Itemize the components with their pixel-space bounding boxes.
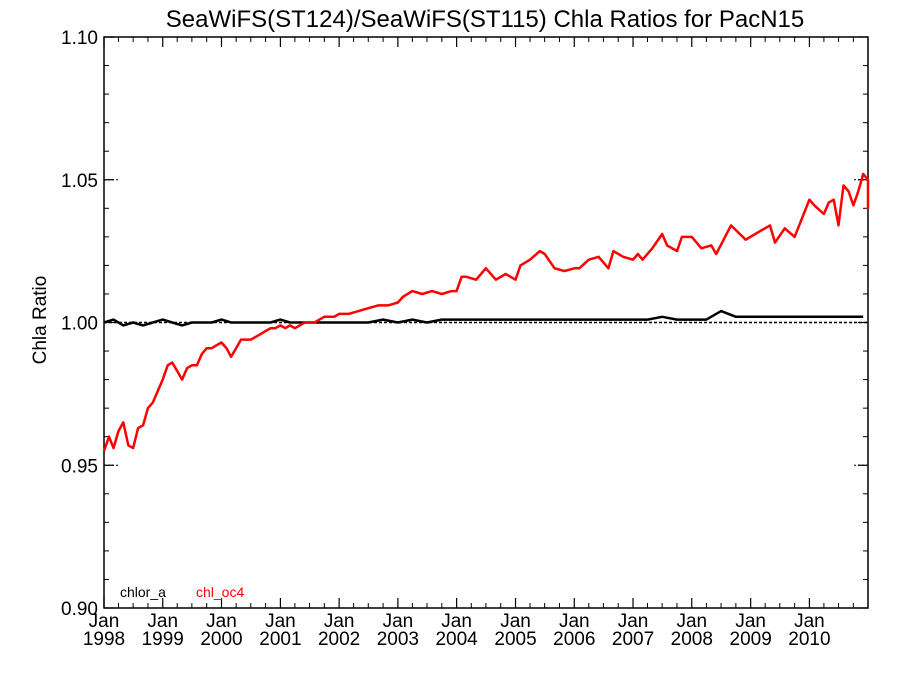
chart-title: SeaWiFS(ST124)/SeaWiFS(ST115) Chla Ratio… [166, 6, 804, 33]
x-tick-year: 2001 [259, 629, 301, 650]
x-tick-month: Jan [147, 611, 178, 632]
x-tick-month: Jan [206, 611, 237, 632]
x-tick-year: 2008 [671, 629, 713, 650]
x-tick-month: Jan [794, 611, 825, 632]
x-tick-month: Jan [559, 611, 590, 632]
y-axis: 0.90 0.95 1.00 1.05 1.10 [61, 28, 868, 620]
x-tick-year: 2000 [200, 629, 242, 650]
x-tick-year: 2004 [435, 629, 478, 650]
x-tick-year: 2006 [553, 629, 595, 650]
x-tick-month: Jan [676, 611, 707, 632]
y-axis-title: Chla Ratio [30, 276, 51, 365]
series-line-chlor-a [103, 309, 864, 327]
y-tick-label: 0.95 [61, 456, 98, 477]
x-tick-month: Jan [441, 611, 472, 632]
x-tick-month: Jan [618, 611, 649, 632]
x-tick-year: 2009 [730, 629, 772, 650]
x-tick-month: Jan [735, 611, 766, 632]
legend-entry-chlor-a: chlor_a [120, 584, 166, 600]
x-tick-year: 2003 [377, 629, 419, 650]
y-tick-label: 0.90 [61, 599, 98, 620]
legend-entry-chl-oc4: chl_oc4 [196, 584, 244, 600]
y-tick-label: 1.10 [61, 28, 98, 49]
x-tick-year: 2010 [788, 629, 830, 650]
x-tick-month: Jan [383, 611, 414, 632]
x-tick-month: Jan [500, 611, 531, 632]
x-tick-year: 1999 [142, 629, 184, 650]
series-line-chl-oc4 [102, 172, 870, 452]
x-tick-year: 2007 [612, 629, 654, 650]
legend: chlor_a chl_oc4 [120, 584, 244, 600]
x-tick-year: 2002 [318, 629, 360, 650]
series-lines [102, 172, 870, 452]
x-axis: Jan1998Jan1999Jan2000Jan2001Jan2002Jan20… [83, 37, 854, 650]
x-tick-year: 1998 [83, 629, 125, 650]
x-tick-month: Jan [89, 611, 120, 632]
x-tick-month: Jan [265, 611, 296, 632]
x-tick-year: 2005 [494, 629, 536, 650]
x-tick-month: Jan [324, 611, 355, 632]
y-tick-label: 1.00 [61, 314, 98, 335]
y-tick-label: 1.05 [61, 171, 98, 192]
